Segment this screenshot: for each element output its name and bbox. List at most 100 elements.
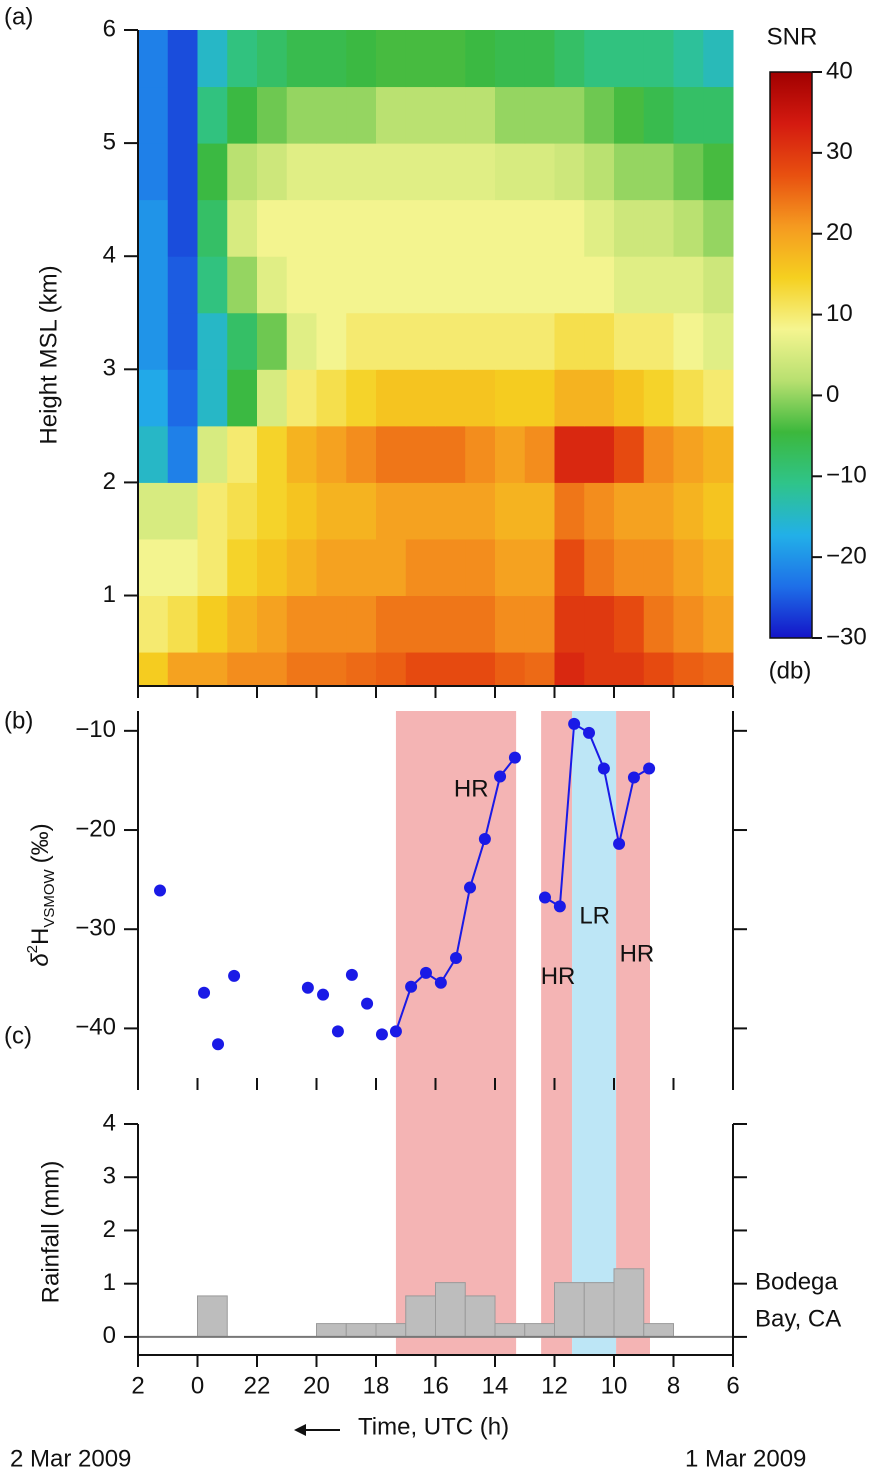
heat-cell xyxy=(257,538,288,597)
annotation: HR xyxy=(454,776,489,803)
heat-cell xyxy=(197,86,228,144)
heat-cell xyxy=(614,199,645,257)
shaded-region xyxy=(616,711,650,1355)
heat-cell xyxy=(286,652,317,687)
colorbar-tick-label: 0 xyxy=(826,381,839,408)
x-tick-label: 20 xyxy=(303,1372,330,1399)
heat-cell xyxy=(465,595,496,653)
heat-cell xyxy=(524,143,555,201)
heat-cell xyxy=(257,369,288,427)
heat-cell xyxy=(286,86,317,144)
heat-cell xyxy=(703,199,734,257)
y-tick-label: 3 xyxy=(103,355,116,382)
heat-cell xyxy=(465,425,496,483)
x-axis-label: Time, UTC (h) xyxy=(358,1413,509,1440)
heat-cell xyxy=(673,652,704,687)
data-point xyxy=(154,884,167,897)
heat-cell xyxy=(495,595,526,653)
heat-cell xyxy=(405,199,436,257)
heat-cell xyxy=(286,143,317,201)
colorbar-tick-label: −10 xyxy=(826,462,867,489)
x-tick-label: 8 xyxy=(667,1372,680,1399)
heat-cell xyxy=(316,256,347,314)
heat-cell xyxy=(197,369,228,427)
data-point xyxy=(494,770,507,783)
heat-cell xyxy=(138,595,169,653)
heat-cell xyxy=(227,312,258,370)
heat-cell xyxy=(554,369,585,427)
heat-cell xyxy=(346,143,377,201)
heat-cell xyxy=(495,482,526,540)
x-tick-label: 0 xyxy=(191,1372,204,1399)
heat-cell xyxy=(643,595,674,653)
heat-cell xyxy=(435,538,466,597)
heat-cell xyxy=(584,143,615,201)
time-arrow-head xyxy=(294,1424,306,1436)
heat-cell xyxy=(138,256,169,314)
heat-cell xyxy=(435,312,466,370)
heat-cell xyxy=(376,199,407,257)
heat-cell xyxy=(227,369,258,427)
data-point xyxy=(597,762,610,775)
heat-cell xyxy=(257,30,288,88)
heat-cell xyxy=(524,595,555,653)
y-tick-label: 4 xyxy=(103,1109,116,1136)
heat-cell xyxy=(316,482,347,540)
colorbar-tick-label: 30 xyxy=(826,138,853,165)
y-label-part: 2 xyxy=(24,945,41,953)
heat-cell xyxy=(495,86,526,144)
data-point xyxy=(627,771,640,784)
data-point xyxy=(198,986,211,999)
heat-cell xyxy=(138,199,169,257)
heat-cell xyxy=(495,256,526,314)
colorbar-title: SNR xyxy=(767,23,818,50)
heat-cell xyxy=(167,595,198,653)
data-point xyxy=(643,762,656,775)
heat-cell xyxy=(435,143,466,201)
data-point xyxy=(301,981,314,994)
x-tick-label: 2 xyxy=(131,1372,144,1399)
y-tick-label: 3 xyxy=(103,1163,116,1190)
colorbar-unit: (db) xyxy=(769,657,812,684)
heat-cell xyxy=(643,482,674,540)
rain-bar xyxy=(375,1323,407,1338)
heat-cell xyxy=(495,199,526,257)
colorbar-tick-label: 20 xyxy=(826,219,853,246)
heat-cell xyxy=(524,482,555,540)
rain-bar xyxy=(197,1295,228,1338)
heat-cell xyxy=(197,256,228,314)
heat-cell xyxy=(316,86,347,144)
heat-cell xyxy=(465,652,496,687)
rain-bar xyxy=(613,1268,645,1338)
heat-cell xyxy=(703,425,734,483)
x-tick-label: 14 xyxy=(482,1372,509,1399)
heat-cell xyxy=(227,652,258,687)
heat-cell xyxy=(286,482,317,540)
data-point xyxy=(317,988,330,1001)
heat-cell xyxy=(643,30,674,88)
heat-cell xyxy=(524,652,555,687)
heat-cell xyxy=(584,312,615,370)
data-point xyxy=(389,1025,402,1038)
annotation: HR xyxy=(541,963,576,990)
heat-cell xyxy=(405,256,436,314)
heat-cell xyxy=(495,143,526,201)
heat-cell xyxy=(554,595,585,653)
data-point xyxy=(345,968,358,981)
heat-cell xyxy=(614,143,645,201)
data-point xyxy=(212,1038,225,1051)
heat-cell xyxy=(465,369,496,427)
data-point xyxy=(375,1028,388,1041)
heat-cell xyxy=(286,595,317,653)
heat-cell xyxy=(286,312,317,370)
heat-cell xyxy=(673,538,704,597)
y-axis-label: δ2HVSMOW (‰) xyxy=(24,823,58,966)
heat-cell xyxy=(316,199,347,257)
heat-cell xyxy=(286,30,317,88)
heat-cell xyxy=(584,369,615,427)
heat-cell xyxy=(138,425,169,483)
heat-cell xyxy=(405,369,436,427)
heat-cell xyxy=(138,369,169,427)
heat-cell xyxy=(197,143,228,201)
heat-cell xyxy=(673,369,704,427)
